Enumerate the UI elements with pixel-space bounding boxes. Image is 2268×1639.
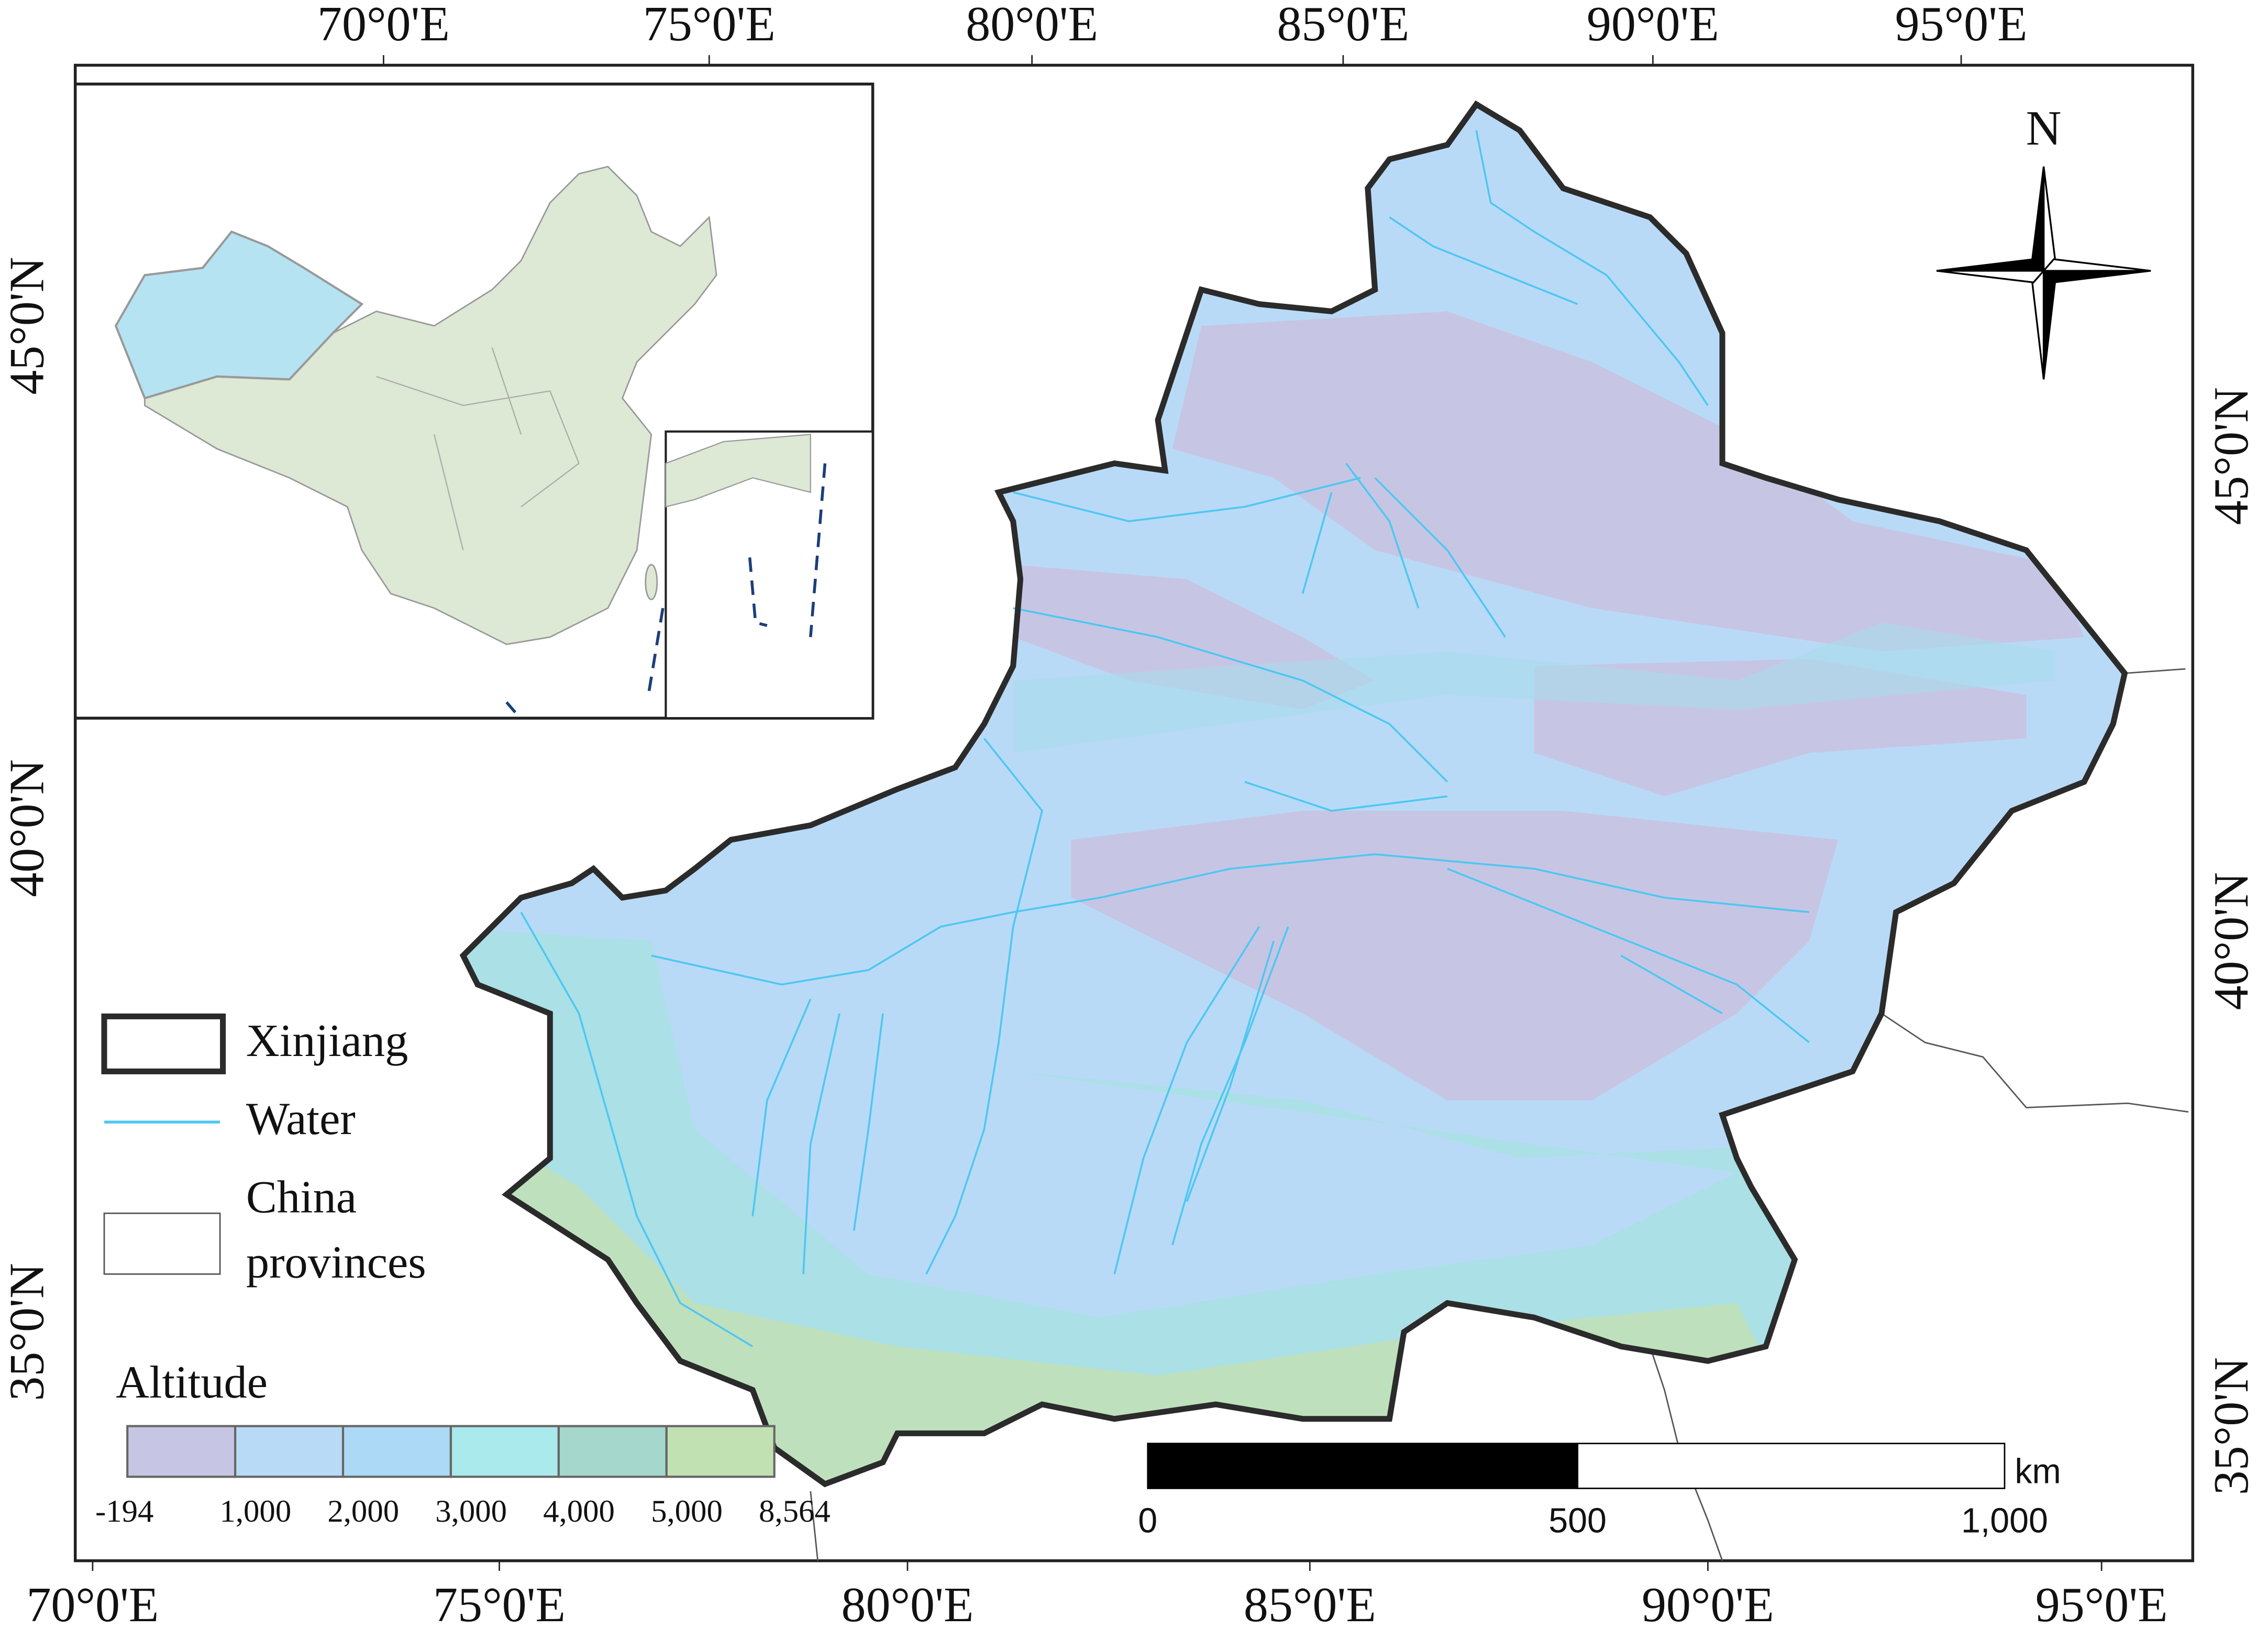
left-axis-label: 35°0'N bbox=[0, 1263, 54, 1401]
altitude-label: -194 bbox=[95, 1494, 153, 1529]
top-axis-label: 70°0'E bbox=[317, 0, 450, 51]
altitude-title: Altitude bbox=[116, 1357, 268, 1408]
bottom-axis-label: 90°0'E bbox=[1642, 1578, 1774, 1632]
legend-label: Xinjiang bbox=[246, 1015, 408, 1066]
altitude-swatch bbox=[449, 1425, 560, 1478]
altitude-swatch bbox=[126, 1425, 237, 1478]
altitude-swatch bbox=[234, 1425, 345, 1478]
top-axis-label: 85°0'E bbox=[1277, 0, 1409, 51]
right-axis-label: 45°0'N bbox=[2204, 387, 2259, 525]
top-axis-label: 95°0'E bbox=[1895, 0, 2028, 51]
scale-label: 0 bbox=[1138, 1501, 1157, 1540]
altitude-label: 3,000 bbox=[435, 1494, 507, 1529]
scale-label: 1,000 bbox=[1961, 1501, 2048, 1540]
neighbour-border bbox=[810, 668, 2189, 1561]
scale-bar-black bbox=[1147, 1443, 1579, 1489]
altitude-swatch bbox=[665, 1425, 776, 1478]
right-axis-label: 35°0'N bbox=[2204, 1357, 2259, 1495]
bottom-axis-label: 70°0'E bbox=[26, 1578, 159, 1632]
scale-label: 500 bbox=[1548, 1501, 1607, 1540]
legend-xinjiang-swatch bbox=[101, 1013, 226, 1074]
north-arrow bbox=[1936, 166, 2151, 380]
legend-label: Water bbox=[246, 1093, 356, 1145]
altitude-swatch bbox=[341, 1425, 452, 1478]
scale-unit: km bbox=[2015, 1452, 2061, 1491]
altitude-label: 2,000 bbox=[327, 1494, 399, 1529]
altitude-label: 4,000 bbox=[543, 1494, 615, 1529]
altitude-swatch bbox=[557, 1425, 668, 1478]
north-label: N bbox=[2026, 101, 2062, 156]
scale-bar-white bbox=[1577, 1443, 2006, 1489]
bottom-axis-label: 80°0'E bbox=[842, 1578, 974, 1632]
altitude-label: 1,000 bbox=[219, 1494, 291, 1529]
top-axis-label: 80°0'E bbox=[966, 0, 1098, 51]
bottom-axis-label: 75°0'E bbox=[433, 1578, 566, 1632]
left-axis-label: 40°0'N bbox=[0, 759, 54, 897]
legend-province-swatch bbox=[103, 1212, 221, 1275]
legend-label: provinces bbox=[246, 1237, 426, 1288]
top-axis-label: 75°0'E bbox=[643, 0, 776, 51]
altitude-label: 5,000 bbox=[651, 1494, 723, 1529]
rivers bbox=[520, 130, 1810, 1348]
left-axis-label: 45°0'N bbox=[0, 257, 54, 394]
right-axis-label: 40°0'N bbox=[2204, 872, 2259, 1010]
altitude-label: 8,564 bbox=[759, 1494, 831, 1529]
top-axis-label: 90°0'E bbox=[1587, 0, 1719, 51]
legend-label: China bbox=[246, 1171, 357, 1223]
inset-map bbox=[73, 82, 875, 720]
bottom-axis-label: 95°0'E bbox=[2035, 1578, 2168, 1632]
bottom-axis-label: 85°0'E bbox=[1244, 1578, 1376, 1632]
